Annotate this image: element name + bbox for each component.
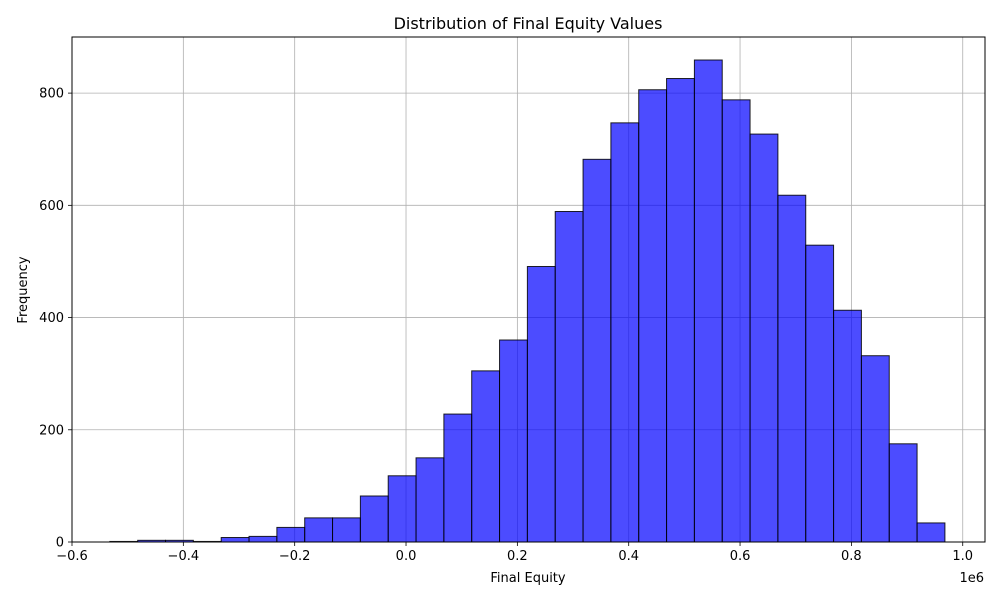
histogram-bar [554,211,584,543]
histogram-bar [610,122,640,543]
x-tick-label: 1.0 [952,549,973,564]
x-axis-ticks: −0.6 −0.4 −0.2 0.0 0.2 0.4 0.6 0.8 1.0 [56,542,973,564]
x-axis-scale-factor: 1e6 [959,571,984,586]
x-axis-label: Final Equity [490,571,566,586]
histogram-bar [526,265,556,543]
histogram-bar [332,517,361,543]
histogram-bar [443,413,473,543]
chart-title: Distribution of Final Equity Values [394,14,663,33]
histogram-bar [471,370,501,543]
histogram-bar [777,194,807,543]
histogram-bar [721,99,751,543]
histogram-bar [276,526,306,543]
histogram-bar [582,158,612,543]
y-tick-label: 800 [39,87,64,102]
histogram-bar [220,537,250,543]
histogram-bar [860,355,890,543]
x-tick-label: 0.0 [396,549,417,564]
x-tick-label: 0.6 [730,549,751,564]
histogram-bar [387,475,417,543]
y-tick-label: 200 [39,423,64,438]
x-tick-label: −0.4 [168,549,200,564]
histogram-bar [359,495,389,543]
x-tick-label: 0.8 [841,549,862,564]
plot-frame [71,36,986,543]
histogram-bar [499,339,528,543]
y-axis-label: Frequency [16,256,31,323]
histogram-bar [304,517,334,543]
histogram-bar [666,78,695,543]
histogram-bar [638,89,668,543]
x-tick-label: −0.6 [56,549,88,564]
histogram-bar [805,244,835,543]
histogram-bar [916,522,946,543]
x-tick-label: −0.2 [279,549,311,564]
histogram-bar [749,133,779,543]
x-tick-label: 0.2 [507,549,528,564]
histogram-bar [248,535,278,543]
histogram-bar [888,443,918,543]
histogram-bar [415,457,445,543]
histogram-bars [109,59,946,543]
histogram-bar [693,59,723,543]
y-tick-label: 0 [56,536,64,551]
y-tick-label: 400 [39,311,64,326]
y-tick-label: 600 [39,199,64,214]
y-axis-ticks: 0 200 400 600 800 [39,87,72,551]
x-tick-label: 0.4 [618,549,639,564]
histogram-bar [833,309,862,543]
